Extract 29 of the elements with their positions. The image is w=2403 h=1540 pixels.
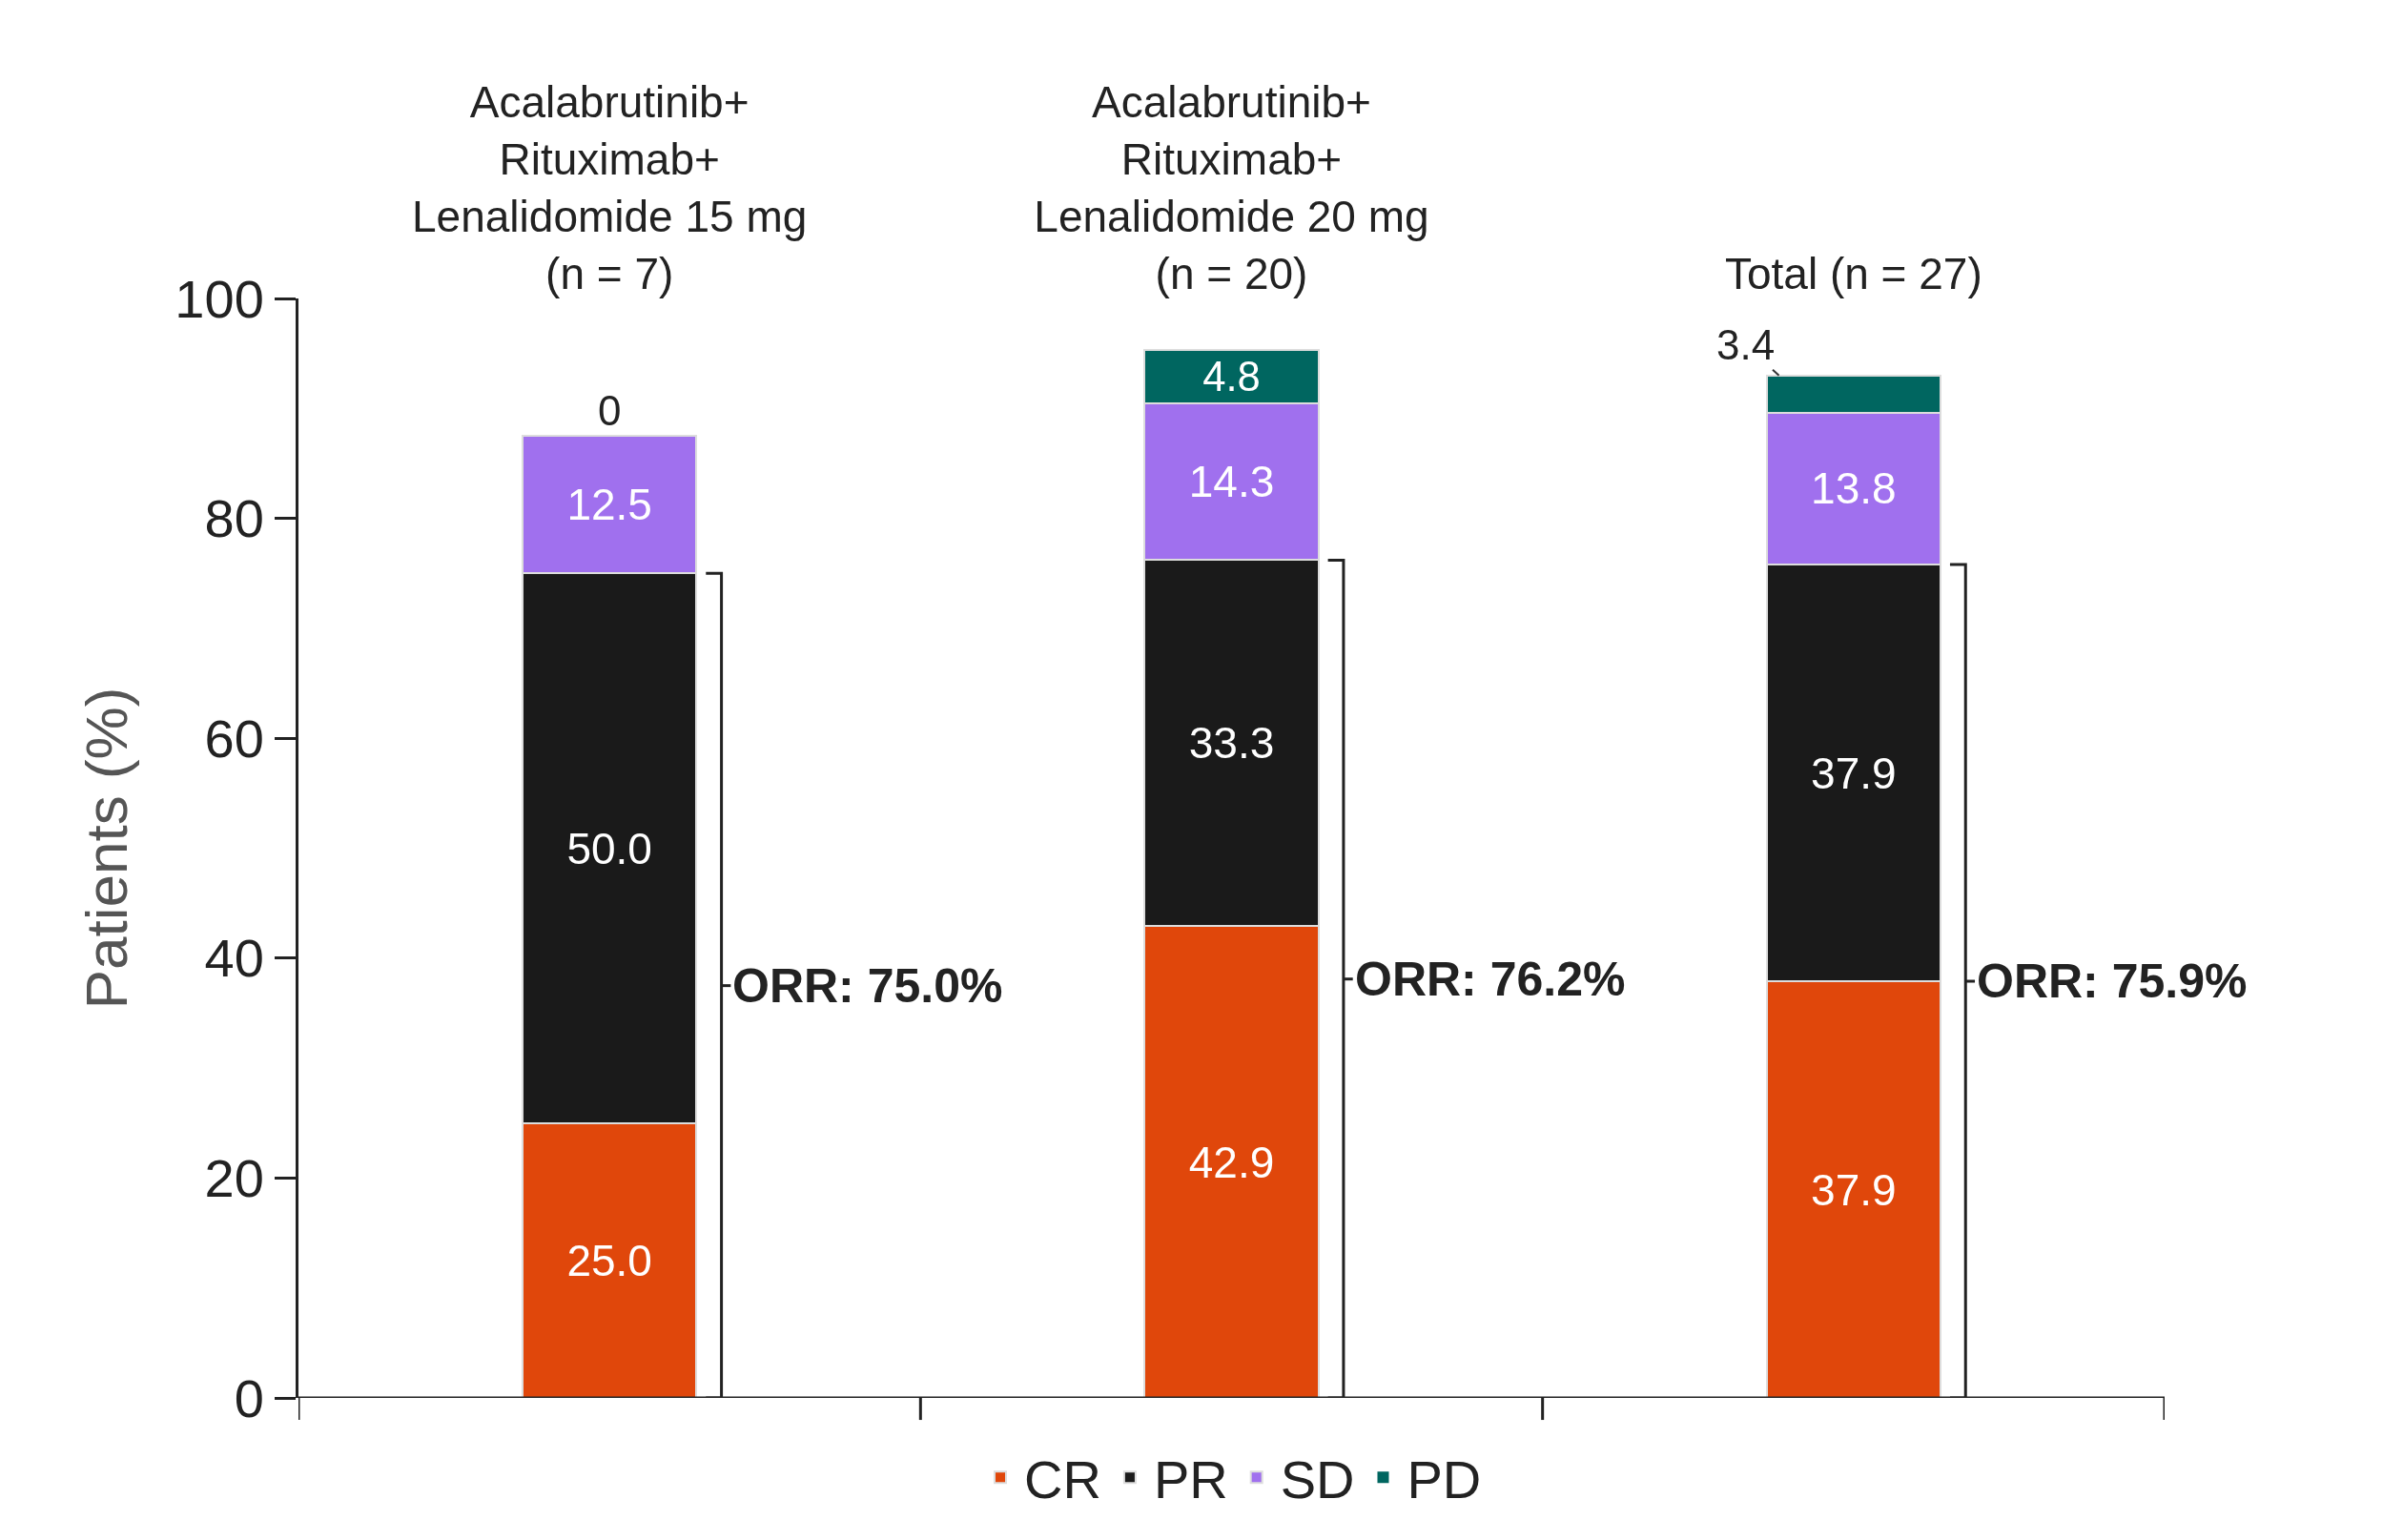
legend-label: PR: [1153, 1449, 1228, 1510]
x-tick-label: Acalabrutinib+ Rituximab+ Lenalidomide 20 mg (n = 20): [1034, 77, 1429, 298]
legend-label: CR: [1024, 1449, 1101, 1510]
data-label: 13.8: [1811, 463, 1897, 514]
data-label: 4.8: [1202, 353, 1261, 400]
y-tick-label: 20: [204, 1148, 264, 1208]
legend-label: PD: [1407, 1449, 1482, 1510]
x-tick-label: Total (n = 27): [1724, 248, 1982, 298]
data-label: 37.9: [1811, 748, 1897, 798]
y-tick-label: 100: [175, 268, 264, 329]
data-label: 12.5: [566, 480, 652, 530]
data-label: 37.9: [1811, 1164, 1897, 1215]
legend-label: SD: [1280, 1449, 1355, 1510]
data-label: 42.9: [1188, 1137, 1275, 1187]
y-tick-label: 80: [204, 488, 264, 549]
data-label: 25.0: [566, 1235, 652, 1285]
data-label: 0: [598, 387, 622, 434]
data-label: 14.3: [1188, 456, 1275, 506]
annotation: ORR: 75.9%: [1977, 955, 2248, 1008]
data-label: 33.3: [1188, 718, 1275, 769]
y-tick-label: 40: [204, 928, 264, 989]
annotation: ORR: 75.0%: [732, 959, 1003, 1013]
x-tick-label: Acalabrutinib+ Rituximab+ Lenalidomide 15 mg (n = 7): [412, 77, 808, 298]
y-tick-label: 60: [204, 708, 264, 769]
y-tick-label: 0: [234, 1367, 264, 1428]
y-axis-title: Patients (%): [73, 687, 140, 1010]
data-label: 50.0: [566, 823, 652, 873]
annotation: ORR: 76.2%: [1355, 953, 1626, 1006]
data-label: 3.4: [1716, 321, 1776, 368]
